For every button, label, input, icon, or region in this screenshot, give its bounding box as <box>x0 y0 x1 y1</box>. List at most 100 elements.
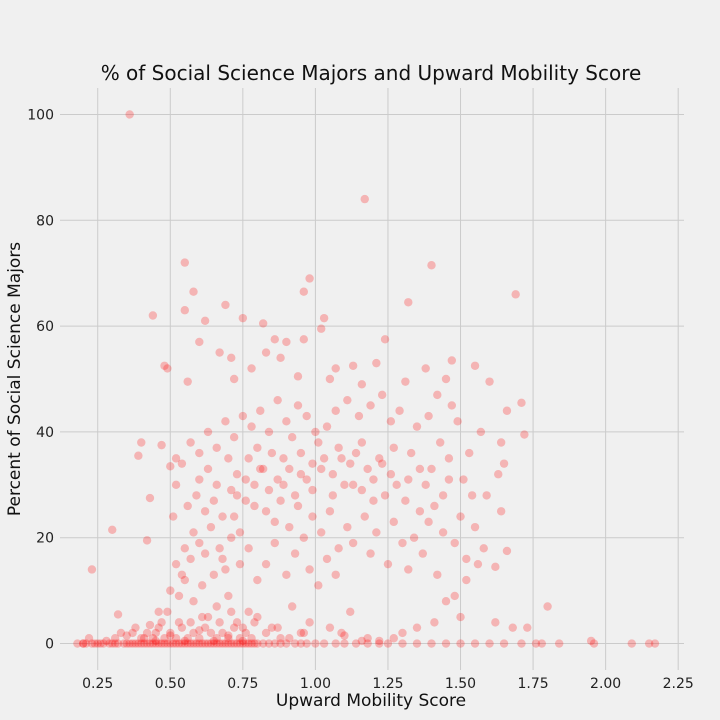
data-point <box>470 361 480 370</box>
data-point <box>145 620 155 630</box>
data-point <box>102 636 111 646</box>
data-point <box>189 287 198 296</box>
data-point <box>232 470 242 479</box>
data-point <box>177 570 187 579</box>
data-point <box>430 618 439 627</box>
data-point <box>285 464 294 474</box>
data-point <box>198 581 207 590</box>
data-point <box>134 451 143 460</box>
data-point <box>465 448 474 458</box>
data-point <box>287 602 297 611</box>
data-point <box>644 639 654 648</box>
data-point <box>183 501 192 511</box>
data-point <box>183 634 192 643</box>
y-tick-label: 20 <box>36 531 54 547</box>
data-point <box>116 628 126 638</box>
data-point <box>453 417 462 426</box>
data-point <box>180 575 189 585</box>
data-point <box>195 538 204 548</box>
y-axis-label: Percent of Social Science Majors <box>5 242 25 516</box>
data-point <box>348 480 358 490</box>
data-point <box>282 639 291 648</box>
data-point <box>317 464 326 474</box>
data-point <box>441 597 451 606</box>
data-point <box>212 639 221 648</box>
data-point <box>105 639 114 648</box>
data-point <box>314 438 323 447</box>
data-point <box>325 623 335 632</box>
data-point <box>247 634 256 643</box>
data-point <box>325 507 335 516</box>
data-point <box>250 618 259 627</box>
data-point <box>203 639 213 648</box>
data-point <box>427 261 436 270</box>
data-point <box>264 639 274 648</box>
data-point <box>160 634 169 643</box>
data-point <box>256 464 265 474</box>
data-point <box>331 570 340 579</box>
data-point <box>142 628 152 638</box>
data-point <box>285 634 294 643</box>
data-point <box>377 390 387 400</box>
data-point <box>224 631 233 640</box>
data-point <box>122 639 131 648</box>
data-point <box>73 639 82 648</box>
data-point <box>273 475 282 484</box>
data-point <box>192 639 201 648</box>
data-point <box>186 438 195 447</box>
data-point <box>84 634 94 643</box>
data-point <box>229 512 239 521</box>
data-point <box>537 639 546 648</box>
data-point <box>261 628 271 638</box>
data-point <box>160 361 169 370</box>
data-point <box>166 631 175 640</box>
data-point <box>96 639 105 648</box>
data-point <box>142 536 152 545</box>
data-point <box>238 639 248 648</box>
data-point <box>380 491 390 500</box>
data-point <box>108 525 117 534</box>
data-point <box>171 559 181 569</box>
data-point <box>502 546 512 556</box>
data-point <box>224 591 233 601</box>
data-point <box>389 517 398 527</box>
data-point <box>195 337 204 347</box>
data-point <box>476 427 486 437</box>
data-point <box>200 623 210 632</box>
data-point <box>180 639 189 648</box>
data-point <box>375 454 384 463</box>
data-point <box>183 377 192 386</box>
data-point <box>406 448 416 458</box>
data-point <box>456 512 465 521</box>
data-point <box>404 298 413 307</box>
data-point <box>270 538 279 548</box>
data-point <box>285 522 294 532</box>
data-point <box>229 639 239 648</box>
data-point <box>427 639 436 648</box>
data-point <box>128 639 137 648</box>
data-point <box>351 448 361 458</box>
x-tick-label: 0.50 <box>155 676 186 692</box>
data-point <box>238 411 248 421</box>
data-point <box>627 639 636 648</box>
data-point <box>282 570 291 579</box>
data-point <box>212 443 221 452</box>
y-tick-label: 80 <box>36 213 54 229</box>
data-point <box>212 602 221 611</box>
data-point <box>586 636 596 646</box>
data-point <box>192 491 201 500</box>
data-point <box>299 335 308 344</box>
data-point <box>479 544 488 553</box>
data-point <box>369 496 378 505</box>
data-point <box>168 512 178 521</box>
data-point <box>244 544 253 553</box>
data-point <box>331 406 340 415</box>
data-point <box>229 374 239 384</box>
data-point <box>206 628 216 638</box>
data-point <box>299 628 308 638</box>
data-point <box>99 639 108 648</box>
data-point <box>258 639 268 648</box>
data-point <box>319 313 329 323</box>
data-point <box>398 538 407 548</box>
